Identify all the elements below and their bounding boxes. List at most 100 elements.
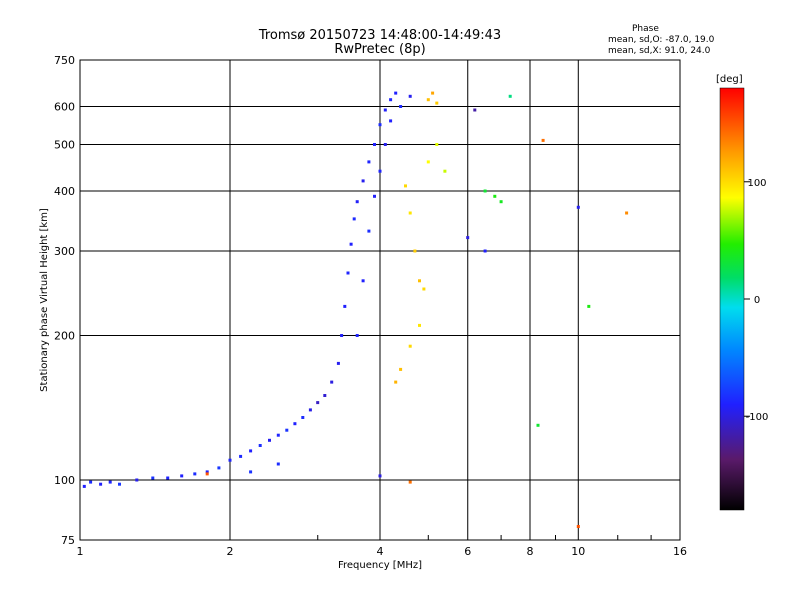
data-point [361, 179, 365, 183]
data-point [301, 416, 305, 419]
y-tick-label: 600 [54, 101, 75, 114]
chart-title: Tromsø 20150723 14:48:00-14:49:43 [258, 28, 502, 43]
data-point [276, 462, 280, 466]
data-point [378, 123, 382, 127]
data-point [285, 428, 289, 432]
data-point [435, 143, 439, 146]
grid [80, 60, 680, 540]
data-point [536, 423, 540, 427]
data-point [408, 94, 412, 98]
data-point [625, 211, 629, 215]
data-point [349, 242, 353, 246]
data-point [367, 160, 371, 164]
data-point [394, 91, 398, 95]
data-point [217, 466, 221, 470]
data-point [323, 394, 327, 397]
data-point [422, 287, 426, 291]
data-point [466, 236, 470, 240]
data-point [205, 470, 209, 474]
phase-heading: Phase [632, 24, 659, 34]
data-point [399, 105, 403, 108]
data-point [373, 194, 376, 198]
data-point [180, 474, 184, 478]
data-point [99, 482, 103, 486]
colorbar-tick-label: 0 [754, 295, 760, 306]
data-point [361, 279, 365, 283]
data-point [151, 476, 155, 480]
data-point [483, 189, 487, 193]
x-tick-label: 16 [673, 545, 687, 558]
data-point [82, 484, 86, 488]
data-point [413, 249, 417, 253]
data-point [508, 94, 512, 98]
y-tick-label: 400 [54, 185, 75, 198]
x-axis-label: Frequency [MHz] [338, 560, 422, 571]
chart-subtitle: RwPretec (8p) [334, 42, 426, 57]
data-point [389, 98, 393, 102]
data-point [340, 334, 344, 337]
data-point [389, 119, 393, 123]
data-point [378, 169, 382, 173]
data-point [330, 380, 334, 384]
x-tick-label: 1 [77, 545, 84, 558]
data-point [118, 482, 121, 486]
y-tick-label: 500 [54, 139, 75, 152]
data-point [239, 454, 243, 458]
y-tick-label: 75 [61, 534, 75, 547]
data-point [426, 160, 430, 164]
data-point [408, 480, 412, 484]
y-tick-label: 750 [54, 54, 75, 67]
data-point [587, 304, 591, 308]
data-point [483, 249, 487, 253]
data-point [316, 401, 320, 405]
data-point [135, 478, 139, 482]
x-tick-label: 2 [227, 545, 234, 558]
data-point [426, 98, 430, 102]
data-point [378, 474, 382, 478]
data-point [336, 361, 340, 365]
colorbar [719, 87, 745, 511]
data-point [399, 367, 403, 371]
data-point [576, 205, 580, 209]
y-tick-label: 100 [54, 474, 75, 487]
data-point [249, 470, 253, 474]
data-point [383, 108, 387, 112]
colorbar-ticks: 100 0 -100 [744, 178, 768, 423]
data-point [205, 472, 209, 476]
phase-x-stats: mean, sd,X: 91.0, 24.0 [608, 46, 711, 56]
data-point [394, 380, 398, 384]
data-point [404, 184, 407, 188]
colorbar-tick-label: -100 [746, 412, 769, 423]
x-tick-label: 4 [377, 545, 384, 558]
data-point [355, 200, 359, 204]
x-axis: 1 2 4 6 8 10 16 [77, 535, 687, 558]
data-point [276, 433, 280, 437]
data-point [373, 143, 376, 146]
data-point [435, 101, 439, 105]
data-point [408, 344, 412, 348]
data-point [249, 449, 253, 453]
data-point [499, 200, 503, 204]
colorbar-label: [deg] [716, 74, 743, 85]
data-point [268, 438, 271, 442]
data-point [408, 211, 412, 215]
data-point [166, 476, 170, 480]
data-point [418, 279, 421, 283]
x-tick-label: 10 [571, 545, 585, 558]
data-point [346, 271, 350, 275]
colorbar-tick-label: 100 [747, 178, 766, 189]
data-point [418, 323, 421, 327]
data-point [383, 143, 387, 146]
phase-o-stats: mean, sd,O: -87.0, 19.0 [608, 35, 715, 45]
data-point [308, 408, 312, 412]
data-point [193, 472, 197, 476]
data-point [108, 480, 112, 484]
x-tick-label: 8 [527, 545, 534, 558]
data-point [293, 422, 297, 426]
y-tick-label: 300 [54, 245, 75, 258]
data-point [541, 138, 545, 142]
data-point [493, 194, 497, 198]
plot-frame [79, 59, 681, 541]
data-point [352, 217, 356, 221]
